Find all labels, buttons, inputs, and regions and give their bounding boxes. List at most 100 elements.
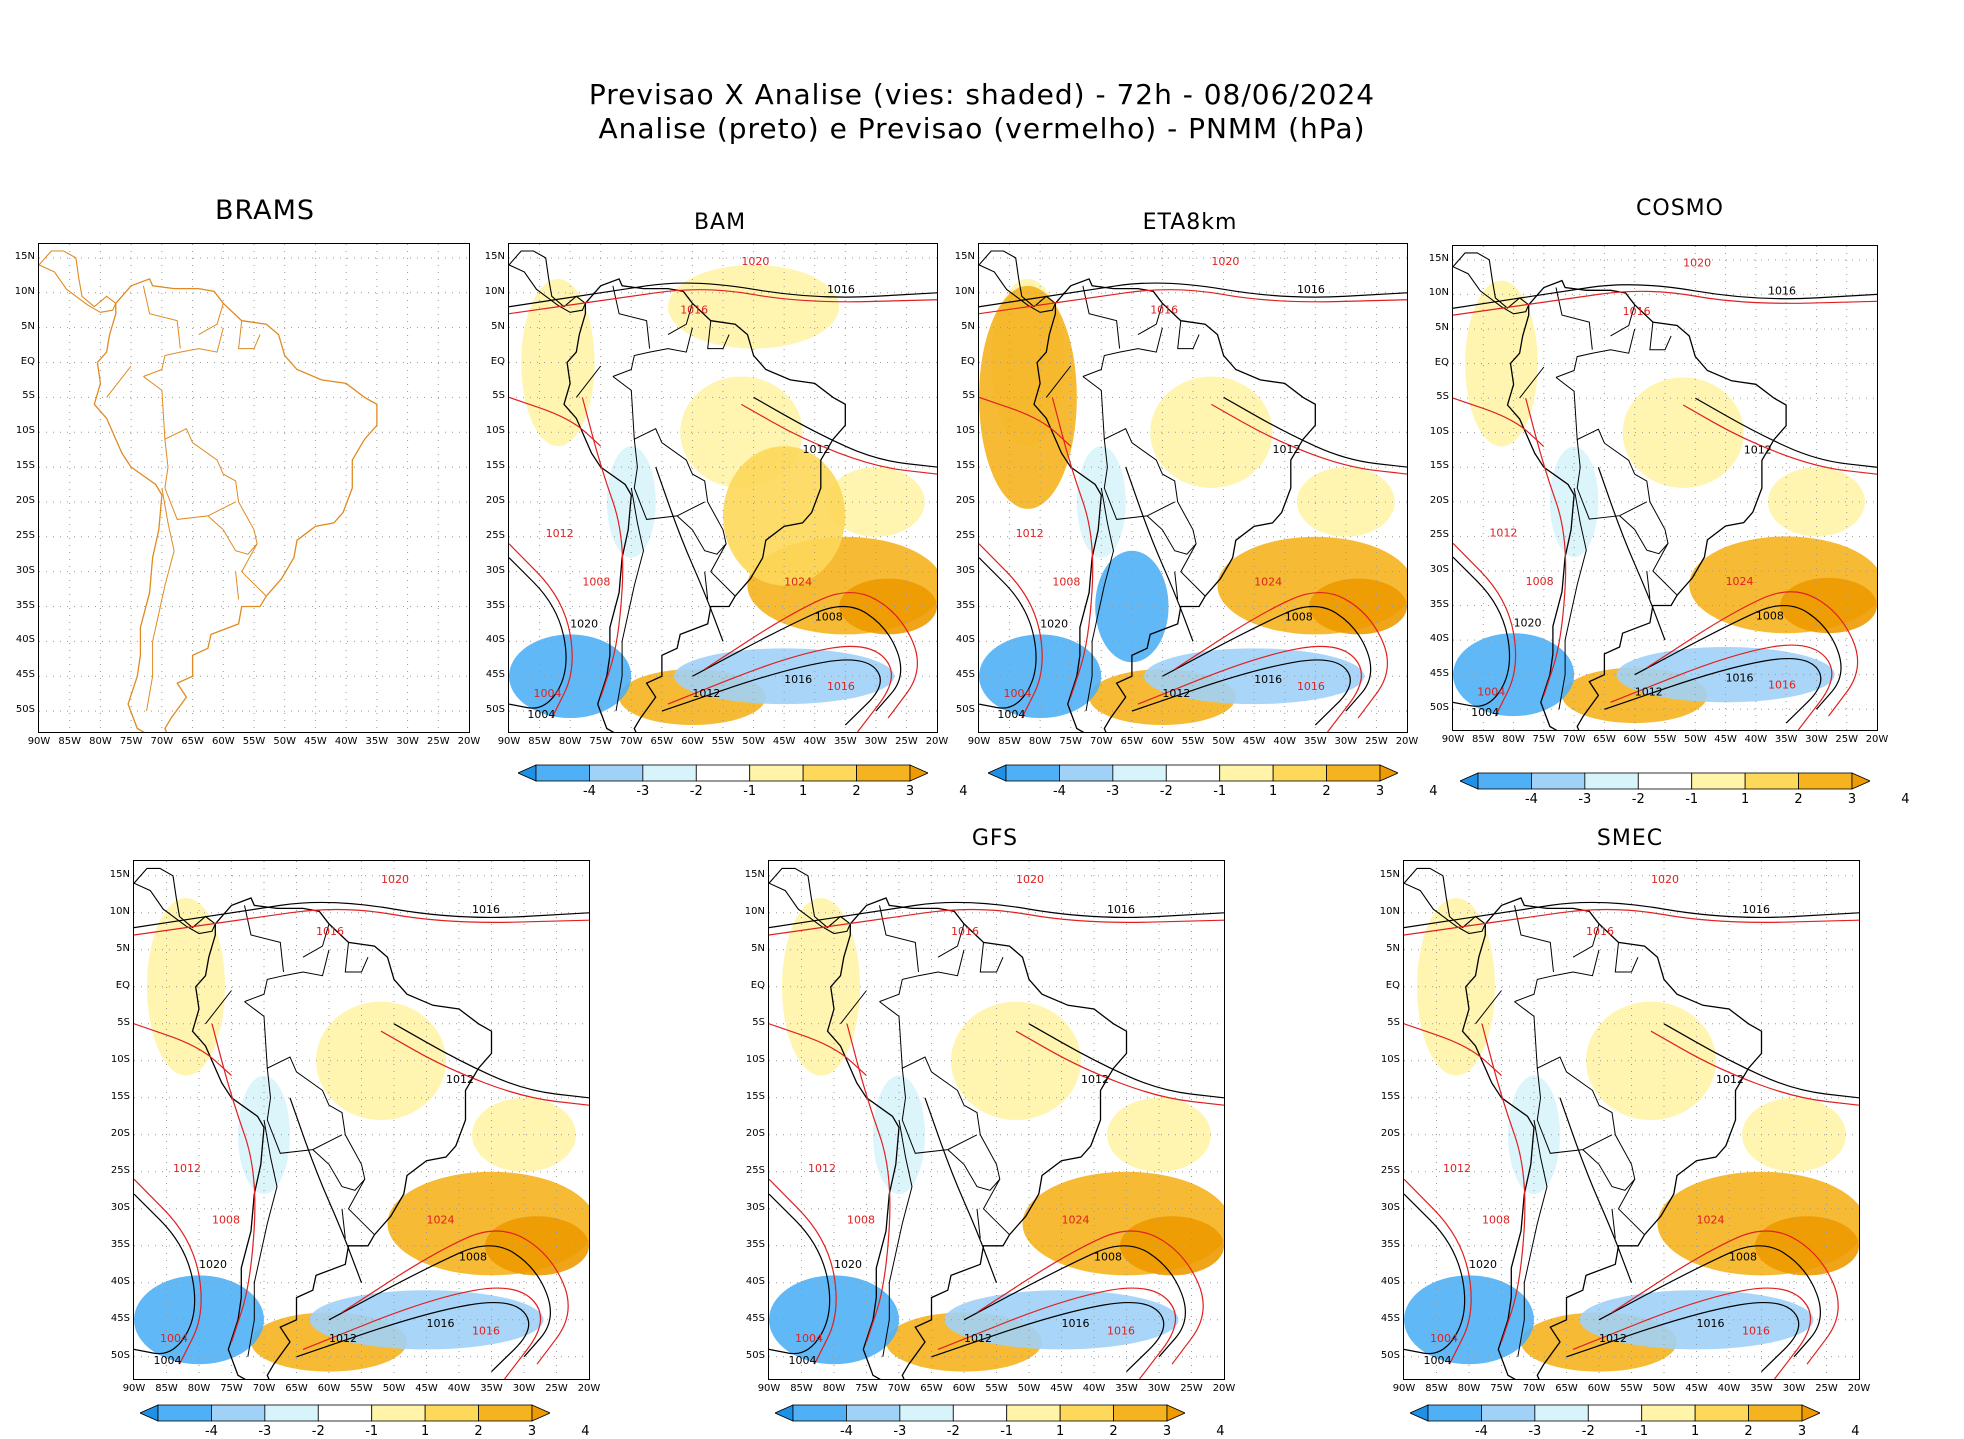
colorbar-segment [1637, 772, 1693, 790]
colorbar-segment [1641, 1404, 1696, 1422]
isobar-line [1634, 604, 1842, 710]
colorbar-tick-label: 3 [1162, 1424, 1172, 1439]
country-border [244, 1001, 375, 1236]
lat-tick-label: 35S [110, 1238, 130, 1250]
isobar-label-analysis: 1004 [1471, 706, 1499, 719]
lon-tick-label: 80W [822, 1383, 846, 1394]
colorbar-segment [424, 1404, 479, 1422]
lat-tick-label: 10S [110, 1053, 130, 1065]
lat-tick-label: 30S [745, 1201, 765, 1213]
country-border [146, 487, 175, 712]
coastline [1033, 278, 1316, 732]
lat-tick-label: 10S [745, 1053, 765, 1065]
colorbar-arrow-left [987, 764, 1007, 782]
colorbar-tick-label: 4 [1216, 1424, 1225, 1439]
colorbar-arrow-right [1166, 1404, 1186, 1422]
lon-tick-label: 40W [447, 1383, 471, 1394]
lon-tick-label: 75W [589, 736, 613, 747]
lat-tick-label: 10N [744, 905, 765, 917]
country-border [704, 571, 709, 600]
colorbar-arrow-right [1801, 1404, 1821, 1422]
colorbar-tick-label: -4 [582, 784, 596, 799]
lon-tick-label: 65W [1555, 1383, 1578, 1394]
colorbar-segment [846, 1404, 901, 1422]
country-border [344, 942, 369, 973]
country-border [1576, 439, 1648, 520]
country-border [1558, 487, 1587, 710]
isobar-line [1559, 1097, 1633, 1284]
country-border [1103, 439, 1175, 520]
colorbar-tick-label: 2 [1744, 1424, 1753, 1439]
lat-tick-label: 10S [955, 425, 975, 437]
lon-tick-label: 65W [650, 736, 674, 747]
lon-tick-label: 85W [998, 736, 1021, 747]
isobar-label-forecast: 1008 [1052, 576, 1080, 589]
lon-tick-label: 20W [1847, 1383, 1871, 1394]
isobar-label-forecast: 1008 [847, 1214, 875, 1227]
isobar-label-forecast: 1024 [1697, 1214, 1725, 1227]
lat-tick-label: 10N [484, 285, 505, 297]
isobar-line [692, 605, 902, 712]
isobar-line [509, 396, 602, 447]
map-frame: 1016 1012 1020 1008 1016 1012 1004 1020 1016 1012… [110, 860, 600, 1394]
country-border [1475, 990, 1502, 1025]
lat-tick-label: 45S [15, 669, 35, 681]
colorbar-tick-label: 4 [1851, 1424, 1860, 1439]
country-border [1082, 285, 1121, 349]
lat-tick-label: EQ [750, 979, 765, 991]
lon-tick-label: 85W [1471, 734, 1495, 745]
colorbar: -4 -3 -2 -1 1 2 3 4 [139, 1404, 590, 1439]
bias-shading-region [1150, 376, 1273, 488]
country-border [879, 905, 919, 973]
isobar-line [134, 908, 589, 936]
country-border [1555, 287, 1593, 350]
isobar-line [509, 543, 573, 719]
isobar-label-forecast: 1016 [1107, 1325, 1135, 1338]
isobar-line [976, 1230, 1204, 1365]
isobar-label-analysis: 1020 [1040, 617, 1068, 630]
colorbar-svg [517, 764, 929, 782]
lon-tick-label: 35W [480, 1383, 503, 1394]
country-border [247, 1119, 278, 1357]
bias-shading-region [826, 467, 925, 537]
lon-tick-label: 70W [887, 1383, 911, 1394]
lat-tick-label: EQ [1385, 979, 1400, 991]
isobar-label-analysis: 1012 [1635, 685, 1663, 698]
lon-tick-label: 40W [1717, 1383, 1741, 1394]
colorbar-tick-label: 4 [1429, 784, 1438, 799]
isobar-line [1162, 605, 1372, 712]
lat-tick-label: 25S [955, 529, 975, 541]
country-border [979, 942, 1004, 973]
panel-title: GFS [971, 826, 1019, 851]
colorbar-tick-label: -4 [1474, 1424, 1488, 1439]
lon-tick-label: 80W [89, 736, 112, 747]
colorbar-segment [1481, 1404, 1536, 1422]
bias-shading-region [674, 648, 895, 705]
isobar-label-forecast: 1016 [680, 304, 708, 317]
map-canvas: 1016 1012 1020 1008 1016 1012 1004 1020 1016 1012… [979, 244, 1407, 732]
colorbar-svg [774, 1404, 1186, 1422]
lon-tick-label: 50W [742, 736, 765, 747]
colorbar-tick-label: -4 [204, 1424, 218, 1439]
isobar-label-forecast: 1008 [1526, 575, 1554, 588]
isobar-label-analysis: 1020 [1469, 1258, 1497, 1271]
lat-tick-label: 20S [15, 494, 35, 506]
lon-tick-label: 45W [772, 736, 796, 747]
lon-tick-label: 35W [1303, 736, 1327, 747]
isobar-label-forecast: 1024 [1254, 576, 1282, 589]
map-frame: 1016 1012 1020 1008 1016 1012 1004 1020 1016 1012… [1429, 245, 1888, 745]
lon-tick-label: 45W [1242, 736, 1266, 747]
bias-shading-region [951, 1001, 1081, 1120]
isobar-line [769, 908, 1224, 936]
colorbar-segment [1219, 764, 1274, 782]
lon-tick-label: 75W [1532, 734, 1556, 745]
isobar-label-forecast: 1004 [1477, 685, 1505, 698]
coastline [1506, 279, 1787, 730]
colorbar-segment [264, 1404, 319, 1422]
lon-tick-label: 35W [1774, 734, 1798, 745]
lon-tick-label: 85W [155, 1383, 178, 1394]
lat-tick-label: 5N [751, 942, 765, 954]
bias-shading-region [1095, 550, 1169, 663]
bias-shading-region [521, 278, 595, 447]
lon-tick-label: 65W [1120, 736, 1144, 747]
